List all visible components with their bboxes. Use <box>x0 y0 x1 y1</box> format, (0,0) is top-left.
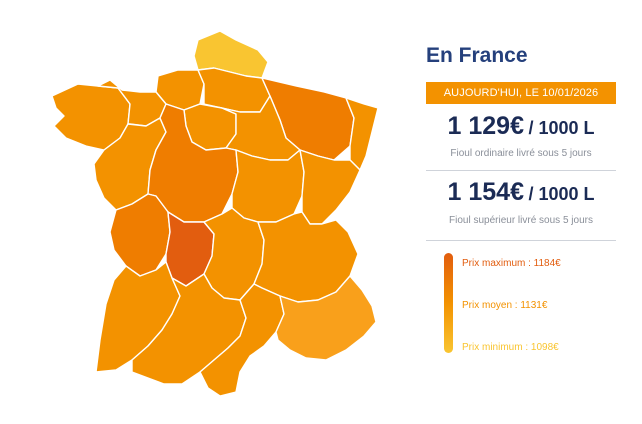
divider <box>426 170 616 171</box>
region-alsace[interactable] <box>345 97 379 171</box>
ordinary-price-label: Fioul ordinaire livré sous 5 jours <box>450 148 592 159</box>
france-price-map <box>51 30 379 397</box>
price-panel: En France AUJOURD'HUI, LE 10/01/2026 1 1… <box>426 0 616 424</box>
divider <box>426 240 616 241</box>
panel-title: En France <box>426 44 528 67</box>
date-badge: AUJOURD'HUI, LE 10/01/2026 <box>426 82 616 104</box>
legend-avg: Prix moyen : 1131€ <box>462 300 548 311</box>
legend-min: Prix minimum : 1098€ <box>462 342 559 353</box>
superior-price-unit: / 1000 L <box>528 184 595 204</box>
ordinary-price-unit: / 1000 L <box>528 118 595 138</box>
legend-max: Prix maximum : 1184€ <box>462 258 561 269</box>
price-legend-gradient <box>444 253 453 353</box>
superior-price-label: Fioul supérieur livré sous 5 jours <box>449 215 593 226</box>
superior-price: 1 154€ / 1000 L <box>426 178 616 207</box>
region-franche-comte[interactable] <box>299 149 361 225</box>
ordinary-price-value: 1 129€ <box>447 112 524 140</box>
region-centre[interactable] <box>147 103 239 223</box>
ordinary-price: 1 129€ / 1000 L <box>426 112 616 141</box>
region-languedoc-roussillon[interactable] <box>199 283 285 397</box>
region-paca[interactable] <box>275 275 377 361</box>
superior-price-value: 1 154€ <box>447 178 524 206</box>
region-bourgogne[interactable] <box>231 149 305 223</box>
